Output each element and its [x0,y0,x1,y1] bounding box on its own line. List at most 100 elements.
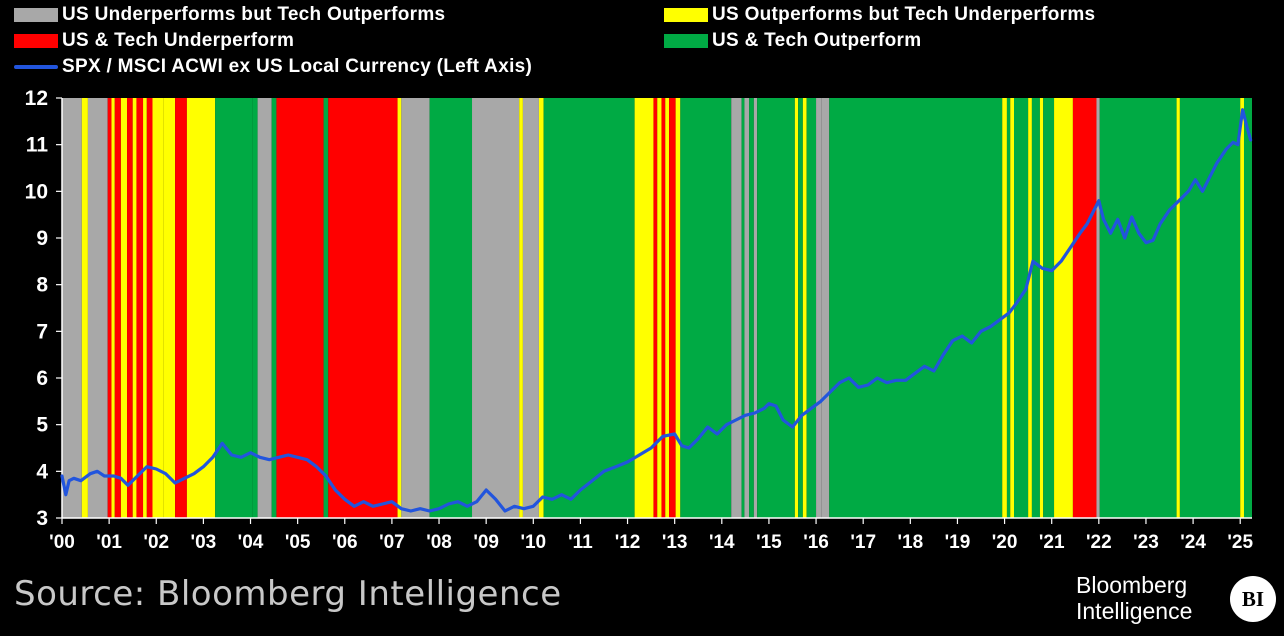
source-note: Source: Bloomberg Intelligence [14,574,562,614]
axes: 3 4 5 6 7 8 9 10 11 12 '00 '01 '02 '03 '04 '05 '06 '07 '08… [25,87,1254,553]
legend-item-yellow: US Outperforms but Tech Underperforms [664,4,1095,26]
regime-band-green [429,98,473,518]
x-tick-label: '22 [1086,532,1112,553]
x-tick-label: '01 [96,532,122,553]
y-tick-label: 11 [26,134,49,157]
x-tick-label: '08 [426,532,452,553]
regime-band-green [680,98,732,518]
x-tick-label: '04 [238,532,264,553]
regime-band-green [215,98,253,518]
regime-band-green [1043,98,1055,518]
regime-band-yellow [1028,98,1032,518]
regime-band-yellow [1240,98,1244,518]
legend-swatch-yellow [664,8,708,22]
regime-band-gray [744,98,750,518]
legend-label-gray: US Underperforms but Tech Outperforms [62,4,446,25]
regime-band-gray [816,98,822,518]
regime-band-green [1099,98,1177,518]
regime-band-gray [731,98,742,518]
legend-item-green: US & Tech Outperform [664,30,921,52]
x-tick-label: '07 [379,532,405,553]
regime-band-red [276,98,324,518]
legend-swatch-green [664,34,708,48]
x-tick-label: '15 [756,532,782,553]
regime-band-yellow [802,98,807,518]
legend-swatch-gray [14,8,58,22]
y-tick-label: 6 [36,367,48,390]
regime-band-yellow [132,98,137,518]
regime-band-gray [821,98,830,518]
x-tick-label: '19 [945,532,971,553]
regime-band-red [114,98,121,518]
x-tick-label: '05 [285,532,311,553]
regime-band-green [757,98,795,518]
regime-band-yellow [111,98,115,518]
x-tick-label: '13 [662,532,688,553]
regime-band-green [1006,98,1011,518]
regime-band-green [741,98,745,518]
regime-band-yellow [1039,98,1044,518]
regime-band-gray [87,98,108,518]
x-tick-label: '16 [803,532,829,553]
legend-item-red: US & Tech Underperform [14,30,294,52]
x-tick-label: '02 [143,532,169,553]
regime-band-green [806,98,817,518]
regime-band-yellow [538,98,544,518]
regime-band-yellow [1176,98,1180,518]
regime-band-gray [62,98,82,518]
x-tick-label: '21 [1039,532,1065,553]
regime-band-red [127,98,133,518]
regime-band-green [323,98,329,518]
legend-label-green: US & Tech Outperform [712,30,922,51]
regime-band-yellow [675,98,681,518]
x-tick-label: '25 [1227,532,1253,553]
y-tick-label: 12 [25,87,48,110]
regime-band-green [1031,98,1040,518]
y-tick-label: 5 [36,414,48,437]
regime-band-yellow [794,98,799,518]
legend-label-yellow: US Outperforms but Tech Underperforms [712,4,1096,25]
x-tick-label: '24 [1180,532,1206,553]
x-tick-label: '17 [850,532,876,553]
x-tick-label: '14 [709,532,735,553]
legend-label-line: SPX / MSCI ACWI ex US Local Currency (Le… [62,56,533,77]
regime-band-yellow [397,98,402,518]
regime-band-yellow [1054,98,1073,518]
regime-band-yellow [143,98,147,518]
x-tick-label: '06 [332,532,358,553]
regime-band-red [136,98,144,518]
regime-band-gray [1096,98,1100,518]
regime-band-yellow [657,98,662,518]
line-layer [60,108,1253,513]
x-tick-label: '09 [473,532,499,553]
regime-band-green [252,98,258,518]
regime-band-yellow [665,98,670,518]
y-tick-label: 8 [36,274,48,297]
regime-band-green [271,98,277,518]
y-tick-label: 10 [25,180,48,203]
regime-band-green [749,98,754,518]
x-tick-label: '20 [992,532,1018,553]
regime-band-red [669,98,676,518]
regime-band-yellow [120,98,128,518]
regime-band-yellow [186,98,216,518]
regime-band-green [1014,98,1029,518]
regime-band-yellow [152,98,164,518]
legend-label-red: US & Tech Underperform [62,30,295,51]
y-tick-label: 9 [36,227,48,250]
legend-item-gray: US Underperforms but Tech Outperforms [14,4,445,26]
y-tick-label: 7 [36,320,48,343]
regime-band-green [1243,98,1252,518]
bi-badge-icon: BI [1230,576,1276,622]
regime-band-green [543,98,635,518]
brand-logo: Bloomberg Intelligence BI [1074,570,1284,630]
legend: US Underperforms but Tech Outperforms US… [14,4,1274,82]
regime-band-green [798,98,803,518]
regime-band-green [1179,98,1241,518]
brand-text: Bloomberg Intelligence [1076,572,1192,624]
regime-band-red [1072,98,1097,518]
series-line [60,108,1253,513]
regime-band-gray [522,98,539,518]
x-tick-label: '11 [568,532,593,553]
x-tick-label: '00 [49,532,75,553]
